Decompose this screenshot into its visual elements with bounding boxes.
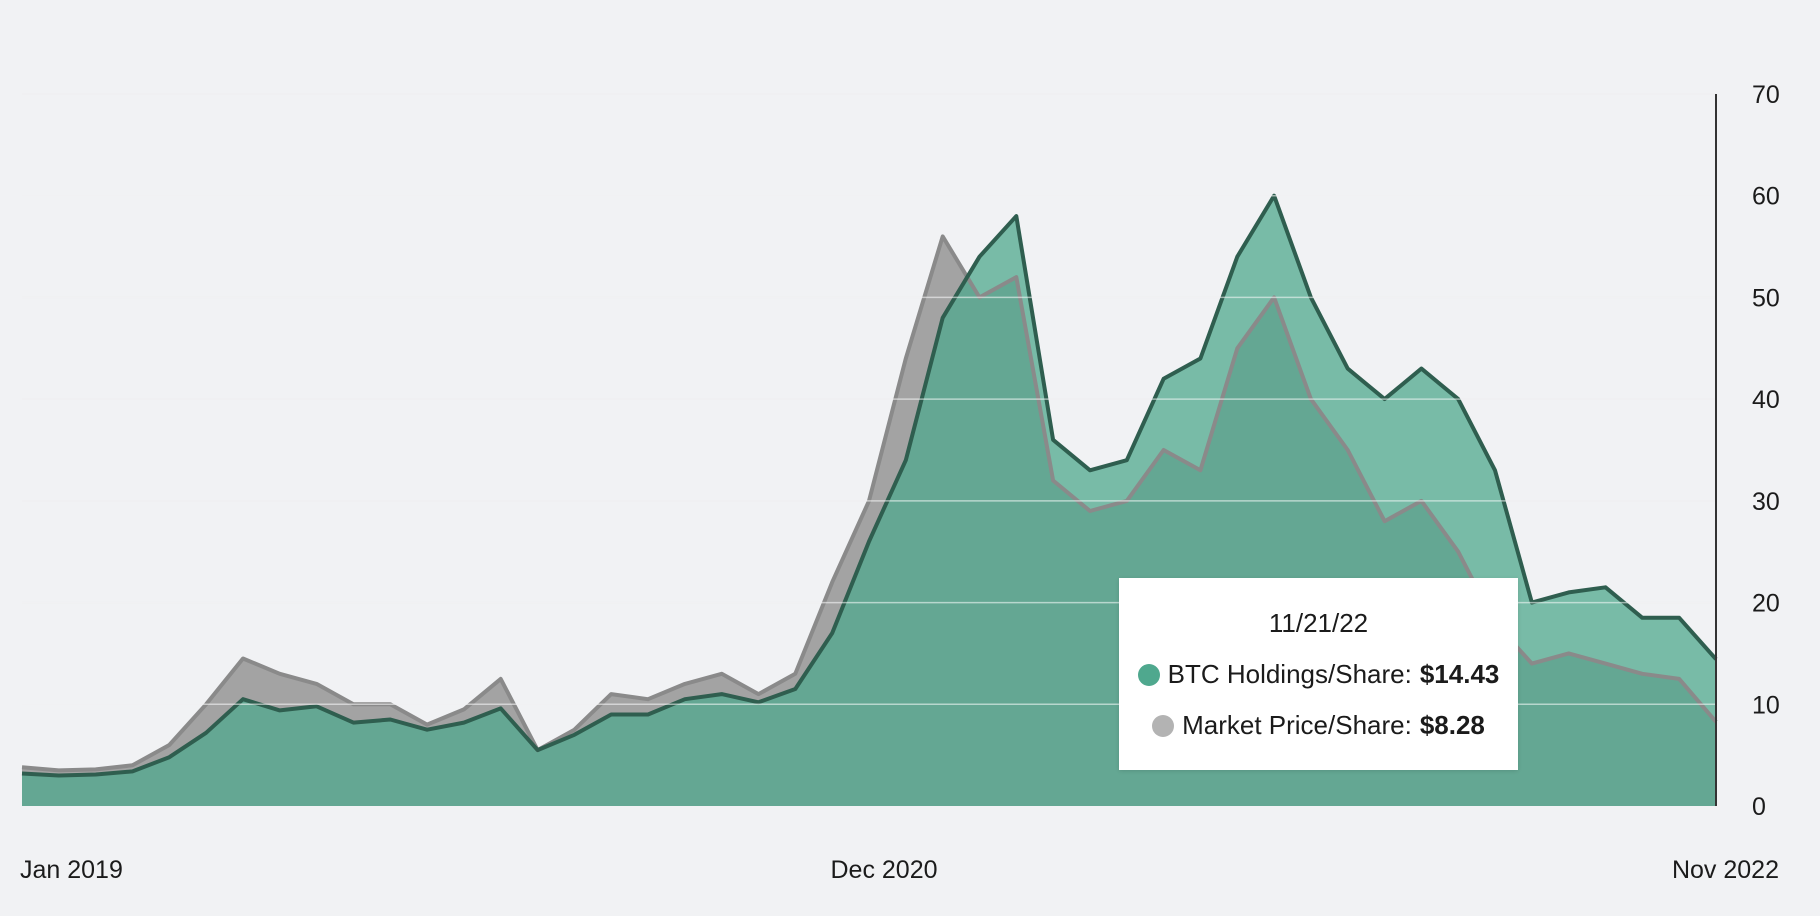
tooltip-row-btc-holdings: BTC Holdings/Share: $14.43 [1119, 659, 1518, 690]
y-tick-label: 40 [1752, 386, 1780, 414]
tooltip: 11/21/22 BTC Holdings/Share: $14.43 Mark… [1119, 578, 1518, 770]
y-axis-ticks: 0 10 20 30 40 50 60 70 [1752, 81, 1780, 821]
x-axis-ticks: Jan 2019 Dec 2020 Nov 2022 [20, 856, 1779, 884]
y-tick-label: 50 [1752, 284, 1780, 312]
y-tick-label: 0 [1752, 793, 1766, 821]
y-tick-label: 30 [1752, 488, 1780, 516]
y-tick-label: 70 [1752, 81, 1780, 109]
x-tick-label: Nov 2022 [1672, 856, 1779, 884]
tooltip-value: $14.43 [1419, 659, 1500, 689]
tooltip-label: BTC Holdings/Share: [1167, 659, 1412, 689]
x-tick-label: Dec 2020 [830, 856, 937, 884]
x-tick-label: Jan 2019 [20, 856, 123, 884]
tooltip-date: 11/21/22 [1268, 608, 1369, 638]
tooltip-row-market-price: Market Price/Share: $8.28 [1119, 710, 1518, 741]
y-tick-label: 20 [1752, 590, 1780, 618]
y-tick-label: 60 [1752, 183, 1780, 211]
btc-holdings-share-line [21, 193, 1718, 778]
tooltip-value: $8.28 [1419, 710, 1485, 740]
market-price-legend-dot [1152, 714, 1175, 737]
tooltip-label: Market Price/Share: [1182, 710, 1412, 740]
btc-holdings-legend-dot [1137, 663, 1160, 686]
y-tick-label: 10 [1752, 691, 1780, 719]
